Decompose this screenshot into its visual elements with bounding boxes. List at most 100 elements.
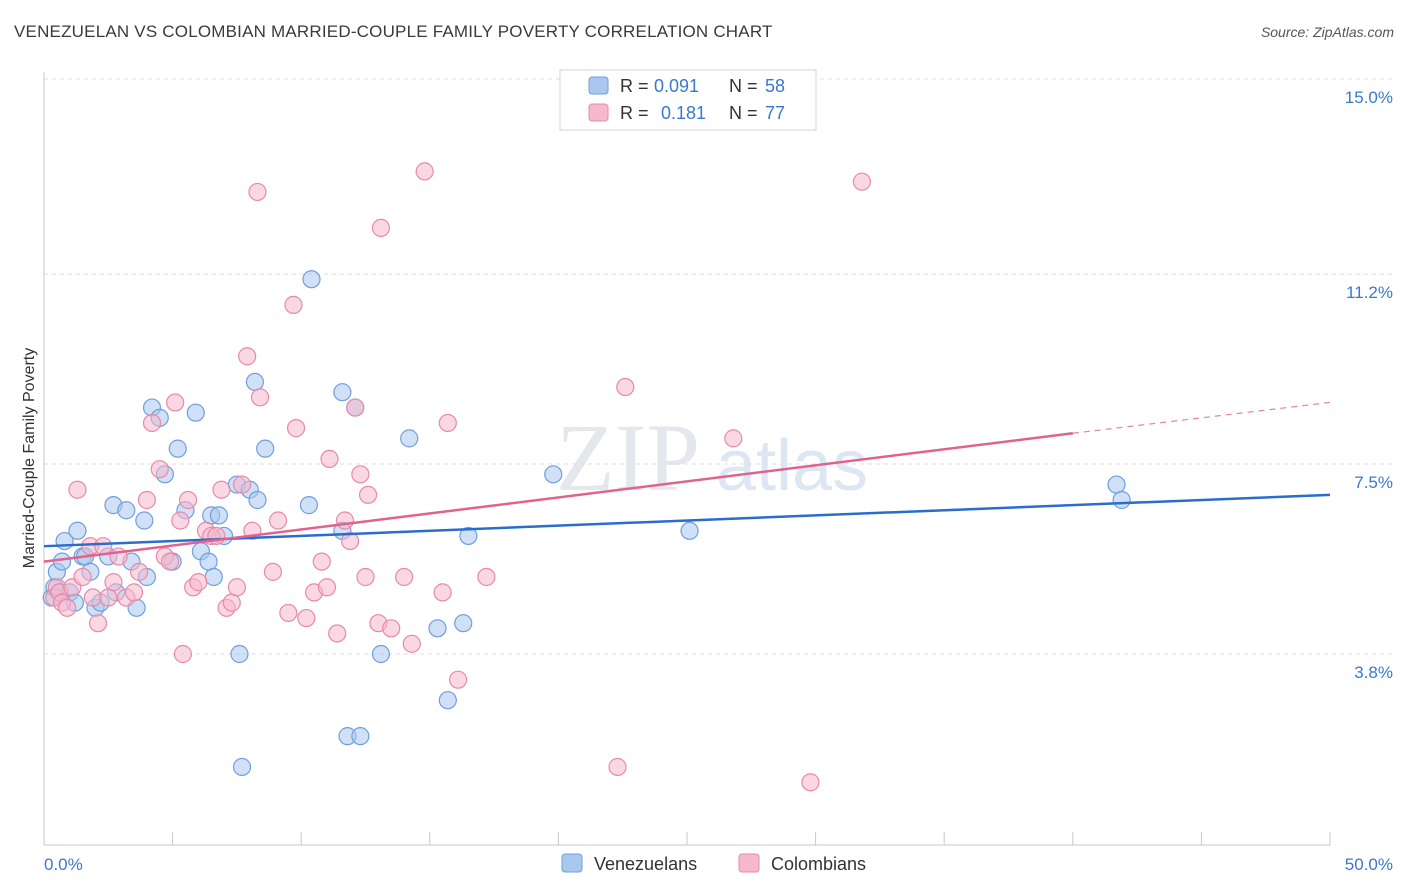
colombian-point-28 [189, 573, 208, 592]
colombian-point-9 [83, 588, 102, 607]
legend-n-value-0: 58 [765, 76, 785, 96]
colombian-point-54 [346, 398, 365, 417]
x-tick-label-max: 50.0% [1345, 855, 1393, 874]
colombian-point-7 [73, 567, 92, 587]
colombian-point-68 [608, 757, 627, 777]
colombian-point-35 [227, 578, 246, 597]
colombian-point-13 [104, 573, 123, 592]
grid [44, 78, 1392, 655]
colombian-point-62 [402, 634, 421, 653]
y-tick-label-1: 7.5% [1354, 473, 1393, 492]
venezuelan-point-52 [438, 691, 457, 710]
bottom-legend-swatch-colombians [738, 853, 760, 873]
colombian-point-20 [150, 460, 169, 479]
trend-line-colombians [43, 432, 1073, 563]
venezuelan-point-40 [248, 490, 267, 510]
y-tick-labels: 3.8% 7.5% 11.2% 15.0% [1345, 88, 1393, 682]
legend-r-label-1: R = [620, 103, 649, 123]
venezuelan-point-51 [428, 619, 447, 638]
venezuelan-point-57 [1107, 475, 1126, 494]
colombian-point-59 [371, 218, 391, 237]
venezuelan-point-45 [333, 383, 352, 402]
venezuelan-point-4 [52, 552, 72, 571]
series-legend: Venezuelans Colombians [561, 853, 866, 874]
venezuelan-point-48 [351, 727, 370, 746]
venezuelan-point-26 [168, 439, 187, 458]
bottom-legend-label-colombians: Colombians [771, 854, 866, 874]
colombian-point-36 [232, 475, 252, 494]
x-ticks [43, 832, 1331, 845]
colombian-point-55 [351, 465, 370, 484]
colombian-point-37 [238, 347, 257, 366]
legend-n-value-1: 77 [765, 103, 785, 123]
watermark-zip: ZIP [556, 404, 700, 511]
colombian-point-61 [394, 567, 414, 587]
colombian-point-43 [279, 603, 298, 623]
colombian-point-69 [616, 377, 635, 397]
colombian-point-56 [356, 567, 375, 587]
venezuelan-point-30 [199, 552, 218, 571]
colombian-point-19 [142, 413, 162, 433]
legend-r-value-0: 0.091 [654, 76, 699, 96]
colombian-point-52 [335, 511, 355, 530]
venezuelan-point-42 [299, 496, 319, 515]
colombian-point-45 [286, 419, 306, 438]
colombian-point-18 [137, 490, 156, 510]
colombian-point-34 [222, 593, 241, 612]
venezuelan-point-49 [371, 644, 391, 664]
legend-n-label-1: N = [729, 103, 758, 123]
colombian-point-23 [166, 393, 185, 412]
venezuelan-point-58 [1112, 490, 1131, 510]
legend-r-value-1: 0.181 [661, 103, 706, 123]
venezuelan-point-53 [454, 614, 473, 633]
venezuelan-point-32 [204, 567, 223, 587]
y-tick-label-3: 15.0% [1345, 88, 1393, 107]
colombian-point-11 [94, 537, 113, 556]
chart-title: VENEZUELAN VS COLOMBIAN MARRIED-COUPLE F… [14, 22, 773, 41]
colombian-point-6 [68, 480, 87, 499]
colombian-point-25 [173, 644, 192, 664]
legend-r-label-0: R = [620, 76, 649, 96]
venezuelan-point-8 [68, 521, 87, 540]
venezuelan-point-56 [680, 521, 699, 540]
colombian-point-49 [317, 578, 337, 597]
trend-line-colombians-extension [1072, 401, 1331, 434]
colombian-point-17 [130, 562, 149, 581]
legend-n-label-0: N = [729, 76, 758, 96]
venezuelan-point-33 [209, 506, 228, 525]
venezuelan-point-50 [400, 429, 419, 448]
x-tick-label-min: 0.0% [44, 855, 83, 874]
colombian-point-4 [58, 598, 77, 617]
colombian-point-53 [340, 531, 360, 551]
colombian-point-44 [284, 295, 303, 314]
venezuelan-point-41 [256, 439, 275, 458]
correlation-legend: R = 0.091 N = 58 R = 0.181 N = 77 [559, 69, 817, 131]
venezuelan-point-20 [135, 511, 154, 530]
y-axis-label: Married-Couple Family Poverty [21, 348, 38, 569]
venezuelan-point-36 [230, 644, 249, 664]
bottom-legend-swatch-venezuelans [561, 853, 583, 873]
watermark: ZIP atlas [556, 404, 868, 511]
colombian-point-24 [171, 511, 190, 530]
trend-line-venezuelans [43, 493, 1331, 548]
bottom-legend-label-venezuelans: Venezuelans [594, 854, 697, 874]
colombian-point-26 [178, 490, 198, 510]
colombian-point-48 [312, 552, 331, 571]
colombian-point-22 [160, 552, 180, 571]
colombian-point-39 [248, 182, 267, 202]
venezuelan-point-17 [117, 501, 136, 520]
venezuelan-point-39 [245, 372, 265, 392]
colombian-point-60 [382, 619, 401, 638]
colombian-point-64 [433, 583, 452, 602]
colombian-point-42 [268, 511, 288, 530]
colombian-point-32 [212, 480, 231, 499]
y-tick-label-2: 11.2% [1346, 283, 1393, 302]
colombian-point-10 [88, 614, 108, 633]
venezuelan-point-55 [544, 465, 563, 484]
colombian-point-57 [358, 485, 378, 504]
colombian-point-70 [724, 429, 743, 448]
venezuelan-point-54 [459, 526, 478, 546]
colombian-point-50 [320, 449, 339, 469]
legend-swatch-colombians [588, 103, 609, 122]
